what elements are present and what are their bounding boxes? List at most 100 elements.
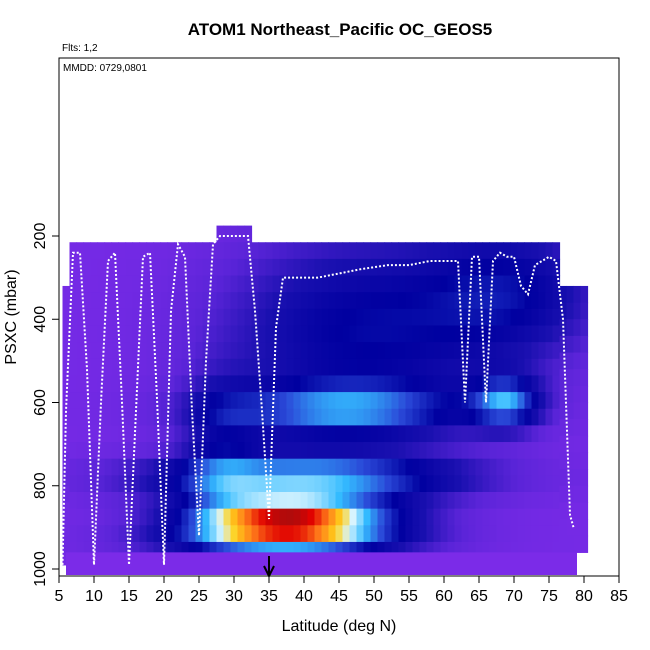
heatmap-cell [517, 242, 526, 260]
heatmap-cell [391, 408, 400, 426]
heatmap-cell [300, 475, 309, 493]
y-axis-label: PSXC (mbar) [3, 269, 20, 364]
heatmap-cell [223, 541, 232, 553]
heatmap-cell [216, 325, 225, 343]
heatmap-cell [517, 541, 526, 553]
heatmap-cell [97, 442, 106, 460]
heatmap-cell [363, 358, 372, 377]
heatmap-cell [566, 402, 575, 420]
heatmap-cell [545, 242, 554, 260]
heatmap-cell [531, 408, 540, 426]
heatmap-cell [503, 408, 512, 426]
heatmap-cell [62, 302, 71, 320]
heatmap-cell [293, 392, 302, 410]
heatmap-cell [293, 325, 302, 343]
heatmap-cell [538, 458, 547, 476]
heatmap-cell [335, 292, 344, 310]
heatmap-cell [230, 358, 239, 377]
heatmap-cell [216, 475, 225, 493]
heatmap-cell [300, 342, 309, 360]
heatmap-cell [454, 358, 463, 377]
heatmap-cell [132, 308, 141, 327]
heatmap-cell [573, 319, 582, 337]
heatmap-cell [216, 308, 225, 327]
y-tick-label: 800 [32, 472, 49, 499]
heatmap-cell [454, 541, 463, 553]
heatmap-cell [552, 392, 561, 410]
heatmap-cell [83, 242, 92, 260]
heatmap-cell [307, 458, 316, 476]
heatmap-cell [153, 475, 162, 493]
heatmap-cell [223, 308, 232, 327]
heatmap-cell [132, 475, 141, 493]
heatmap-cell [503, 292, 512, 310]
heatmap-cell [139, 292, 148, 310]
heatmap-cell [482, 525, 491, 543]
heatmap-cell [272, 475, 281, 493]
heatmap-cell [377, 325, 386, 343]
heatmap-cell [244, 258, 253, 277]
heatmap-cell [566, 535, 575, 553]
heatmap-cell [496, 392, 505, 410]
heatmap-cell [300, 375, 309, 393]
heatmap-cell [90, 375, 99, 393]
heatmap-cell [559, 419, 568, 437]
heatmap-cell [538, 508, 547, 526]
heatmap-cell [195, 358, 204, 377]
heatmap-cell [244, 442, 253, 460]
heatmap-cell [314, 491, 323, 510]
heatmap-cell [90, 308, 99, 327]
heatmap-cell [174, 491, 183, 510]
heatmap-cell [454, 442, 463, 460]
heatmap-cell [538, 408, 547, 426]
heatmap-cell [279, 292, 288, 310]
heatmap-cell [314, 408, 323, 426]
heatmap-cell [272, 525, 281, 543]
heatmap-cell [237, 508, 246, 526]
heatmap-cell [503, 258, 512, 277]
heatmap-cell [447, 258, 456, 277]
heatmap-cell [139, 442, 148, 460]
heatmap-cell [412, 392, 421, 410]
heatmap-cell [433, 325, 442, 343]
heatmap-cell [377, 508, 386, 526]
heatmap-cell [202, 442, 211, 460]
heatmap-cell [524, 308, 533, 327]
heatmap-cell [244, 225, 253, 243]
heatmap-cell [363, 342, 372, 360]
heatmap-cell [496, 525, 505, 543]
x-tick-label: 65 [470, 588, 488, 605]
heatmap-cell [216, 375, 225, 393]
heatmap-cell [363, 408, 372, 426]
heatmap-cell [496, 275, 505, 293]
heatmap-cell [384, 242, 393, 260]
heatmap-cell [181, 325, 190, 343]
heatmap-cell [398, 325, 407, 343]
heatmap-cell [566, 485, 575, 503]
heatmap-cell [545, 258, 554, 277]
heatmap-cell [153, 541, 162, 553]
heatmap-cell [272, 242, 281, 260]
heatmap-cell [419, 275, 428, 293]
heatmap-cell [468, 275, 477, 293]
heatmap-cell [237, 408, 246, 426]
heatmap-cell [356, 292, 365, 310]
heatmap-cell [132, 358, 141, 377]
heatmap-cell [174, 275, 183, 293]
heatmap-cell [62, 369, 71, 387]
heatmap-cell [573, 452, 582, 470]
heatmap-cell [153, 491, 162, 510]
heatmap-cell [468, 491, 477, 510]
heatmap-cell [181, 342, 190, 360]
heatmap-cell [223, 342, 232, 360]
heatmap-cell [573, 519, 582, 537]
heatmap-cell [524, 325, 533, 343]
heatmap-cell [433, 525, 442, 543]
heatmap-cell [104, 525, 113, 543]
heatmap-cell [398, 491, 407, 510]
heatmap-cell [160, 358, 169, 377]
heatmap-cell [419, 358, 428, 377]
heatmap-cell [447, 525, 456, 543]
heatmap-cell [223, 325, 232, 343]
heatmap-cell [356, 408, 365, 426]
